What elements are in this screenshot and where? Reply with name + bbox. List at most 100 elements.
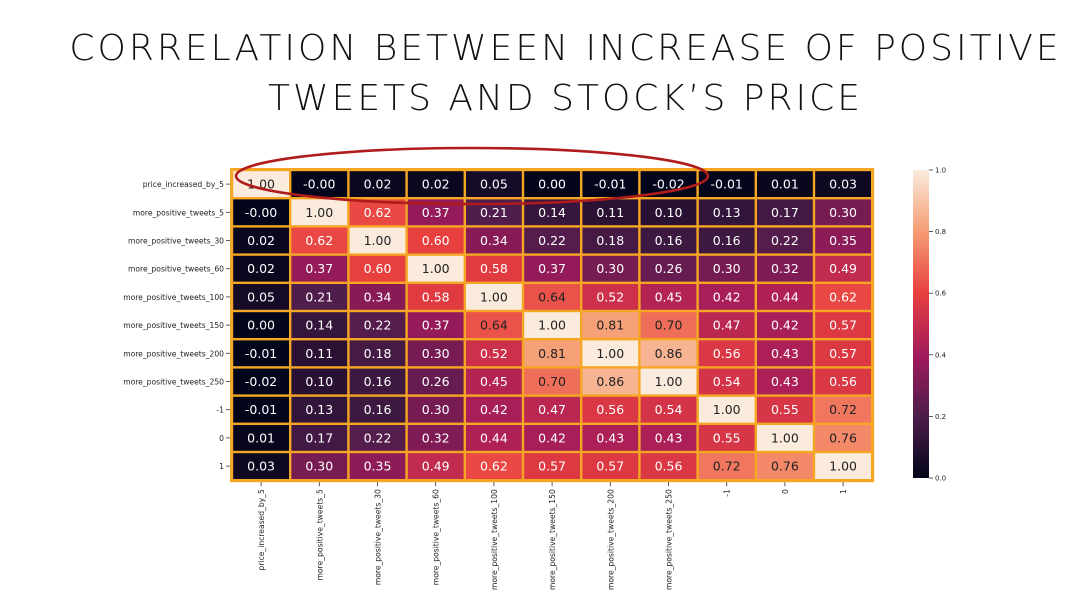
heatmap-cell-value: 0.01 bbox=[247, 430, 275, 445]
heatmap-cell bbox=[757, 340, 813, 367]
heatmap-cell bbox=[582, 227, 639, 254]
heatmap-cell bbox=[349, 425, 406, 451]
heatmap-cell bbox=[349, 312, 406, 338]
heatmap-cell-value: 0.03 bbox=[247, 459, 275, 474]
heatmap-cell bbox=[466, 255, 522, 282]
heatmap-cell-value: 0.42 bbox=[771, 318, 799, 333]
x-tick-label: more_positive_tweets_30 bbox=[374, 489, 383, 585]
heatmap-cell-value: 0.14 bbox=[305, 318, 333, 333]
heatmap-cell bbox=[291, 227, 348, 254]
colorbar-tick-label: 0.0 bbox=[935, 475, 946, 483]
heatmap-cell-value: 0.16 bbox=[364, 402, 392, 417]
heatmap-cell bbox=[524, 284, 580, 310]
heatmap-cell bbox=[757, 171, 813, 197]
heatmap-cell bbox=[582, 396, 639, 423]
heatmap-cell-value: 0.47 bbox=[538, 402, 566, 417]
highlight-ellipse bbox=[234, 146, 710, 206]
heatmap-cell-value: 0.05 bbox=[480, 177, 508, 192]
heatmap-cell bbox=[815, 368, 871, 395]
heatmap-cell bbox=[466, 425, 522, 451]
heatmap-cell bbox=[757, 368, 813, 395]
heatmap-cell bbox=[815, 396, 871, 423]
y-tick-label: more_positive_tweets_200 bbox=[123, 349, 224, 358]
y-tick-label: price_increased_by_5 bbox=[143, 180, 224, 189]
heatmap-cell bbox=[349, 340, 406, 367]
heatmap-cell bbox=[757, 425, 813, 451]
heatmap-cell-value: 0.58 bbox=[422, 289, 450, 304]
heatmap-cell-value: 0.56 bbox=[655, 459, 683, 474]
heatmap-cell-value: 1.00 bbox=[829, 459, 857, 474]
heatmap-cell-value: 1.00 bbox=[422, 261, 450, 276]
heatmap-cell-value: 0.49 bbox=[829, 261, 857, 276]
heatmap-cell-value: 0.18 bbox=[596, 233, 624, 248]
heatmap-cell bbox=[349, 453, 406, 479]
heatmap-cell bbox=[524, 255, 580, 282]
heatmap-cell bbox=[466, 453, 522, 479]
heatmap-cell-value: 0.44 bbox=[480, 430, 508, 445]
heatmap-cell bbox=[640, 227, 697, 254]
heatmap-cell-value: 0.37 bbox=[422, 205, 450, 220]
heatmap-cell bbox=[466, 171, 522, 197]
heatmap-cell-value: 0.64 bbox=[480, 318, 508, 333]
heatmap-cell-value: -0.02 bbox=[652, 177, 684, 192]
heatmap-cell bbox=[407, 425, 464, 451]
slide-title-line-1: CORRELATION BETWEEN INCREASE OF POSITIVE bbox=[69, 28, 1062, 69]
heatmap-cell-value: 0.62 bbox=[480, 459, 508, 474]
heatmap-cell bbox=[757, 453, 813, 479]
heatmap-cell-value: 0.30 bbox=[829, 205, 857, 220]
heatmap-cell bbox=[698, 368, 755, 395]
heatmap-cell bbox=[582, 171, 639, 197]
heatmap-cell-value: 0.16 bbox=[364, 374, 392, 389]
heatmap-cell bbox=[291, 425, 348, 451]
heatmap-cell bbox=[757, 227, 813, 254]
heatmap-cell-value: 0.02 bbox=[422, 177, 450, 192]
heatmap-cell-value: 0.45 bbox=[655, 289, 683, 304]
heatmap-cell-value: 0.86 bbox=[655, 346, 683, 361]
heatmap-cell bbox=[640, 396, 697, 423]
heatmap-cell bbox=[349, 171, 406, 197]
heatmap-cell bbox=[524, 171, 580, 197]
heatmap-cell bbox=[407, 171, 464, 197]
heatmap-cell-value: 0.22 bbox=[364, 318, 392, 333]
heatmap-cell-value: -0.01 bbox=[245, 402, 277, 417]
heatmap-cell-value: -0.01 bbox=[711, 177, 743, 192]
heatmap-cell bbox=[466, 227, 522, 254]
heatmap-cell-value: 0.34 bbox=[364, 289, 392, 304]
heatmap-cell bbox=[233, 425, 289, 451]
heatmap-cell-value: -0.02 bbox=[245, 374, 277, 389]
heatmap-cell-value: 0.76 bbox=[829, 430, 857, 445]
heatmap-cell-value: 0.13 bbox=[305, 402, 333, 417]
heatmap-cell bbox=[698, 340, 755, 367]
heatmap-cell bbox=[407, 396, 464, 423]
heatmap-cell-value: 0.56 bbox=[829, 374, 857, 389]
x-tick-label: more_positive_tweets_60 bbox=[432, 489, 441, 585]
colorbar-tick-label: 0.2 bbox=[935, 413, 946, 421]
x-tick-label: more_positive_tweets_250 bbox=[665, 489, 674, 590]
heatmap-cell-value: 1.00 bbox=[364, 233, 392, 248]
heatmap-cell-value: 0.43 bbox=[771, 374, 799, 389]
x-tick-label: more_positive_tweets_100 bbox=[490, 489, 499, 590]
heatmap-cell bbox=[349, 227, 406, 254]
heatmap-cell bbox=[291, 368, 348, 395]
heatmap-cell-value: 0.72 bbox=[713, 459, 741, 474]
slide-title: CORRELATION BETWEEN INCREASE OF POSITIVE… bbox=[60, 24, 1071, 124]
heatmap-cell-value: 0.55 bbox=[713, 430, 741, 445]
heatmap-cell-value: 0.21 bbox=[305, 289, 333, 304]
x-tick-label: -1 bbox=[723, 489, 732, 497]
heatmap-cell bbox=[349, 255, 406, 282]
heatmap-cell-value: 0.30 bbox=[305, 459, 333, 474]
heatmap-cell bbox=[698, 284, 755, 310]
heatmap-cell bbox=[291, 199, 348, 226]
heatmap-cell-value: 1.00 bbox=[305, 205, 333, 220]
heatmap-cell-value: 0.49 bbox=[422, 459, 450, 474]
heatmap-cell-value: 0.00 bbox=[538, 177, 566, 192]
heatmap-cell bbox=[640, 199, 697, 226]
heatmap-cell bbox=[291, 284, 348, 310]
heatmap-cell bbox=[640, 340, 697, 367]
heatmap-cell bbox=[407, 453, 464, 479]
heatmap-cell-value: 0.37 bbox=[538, 261, 566, 276]
colorbar-tick-label: 0.4 bbox=[935, 351, 947, 359]
heatmap-cell bbox=[524, 396, 580, 423]
heatmap-cell-value: 0.52 bbox=[596, 289, 624, 304]
x-tick-label: more_positive_tweets_150 bbox=[548, 489, 557, 590]
